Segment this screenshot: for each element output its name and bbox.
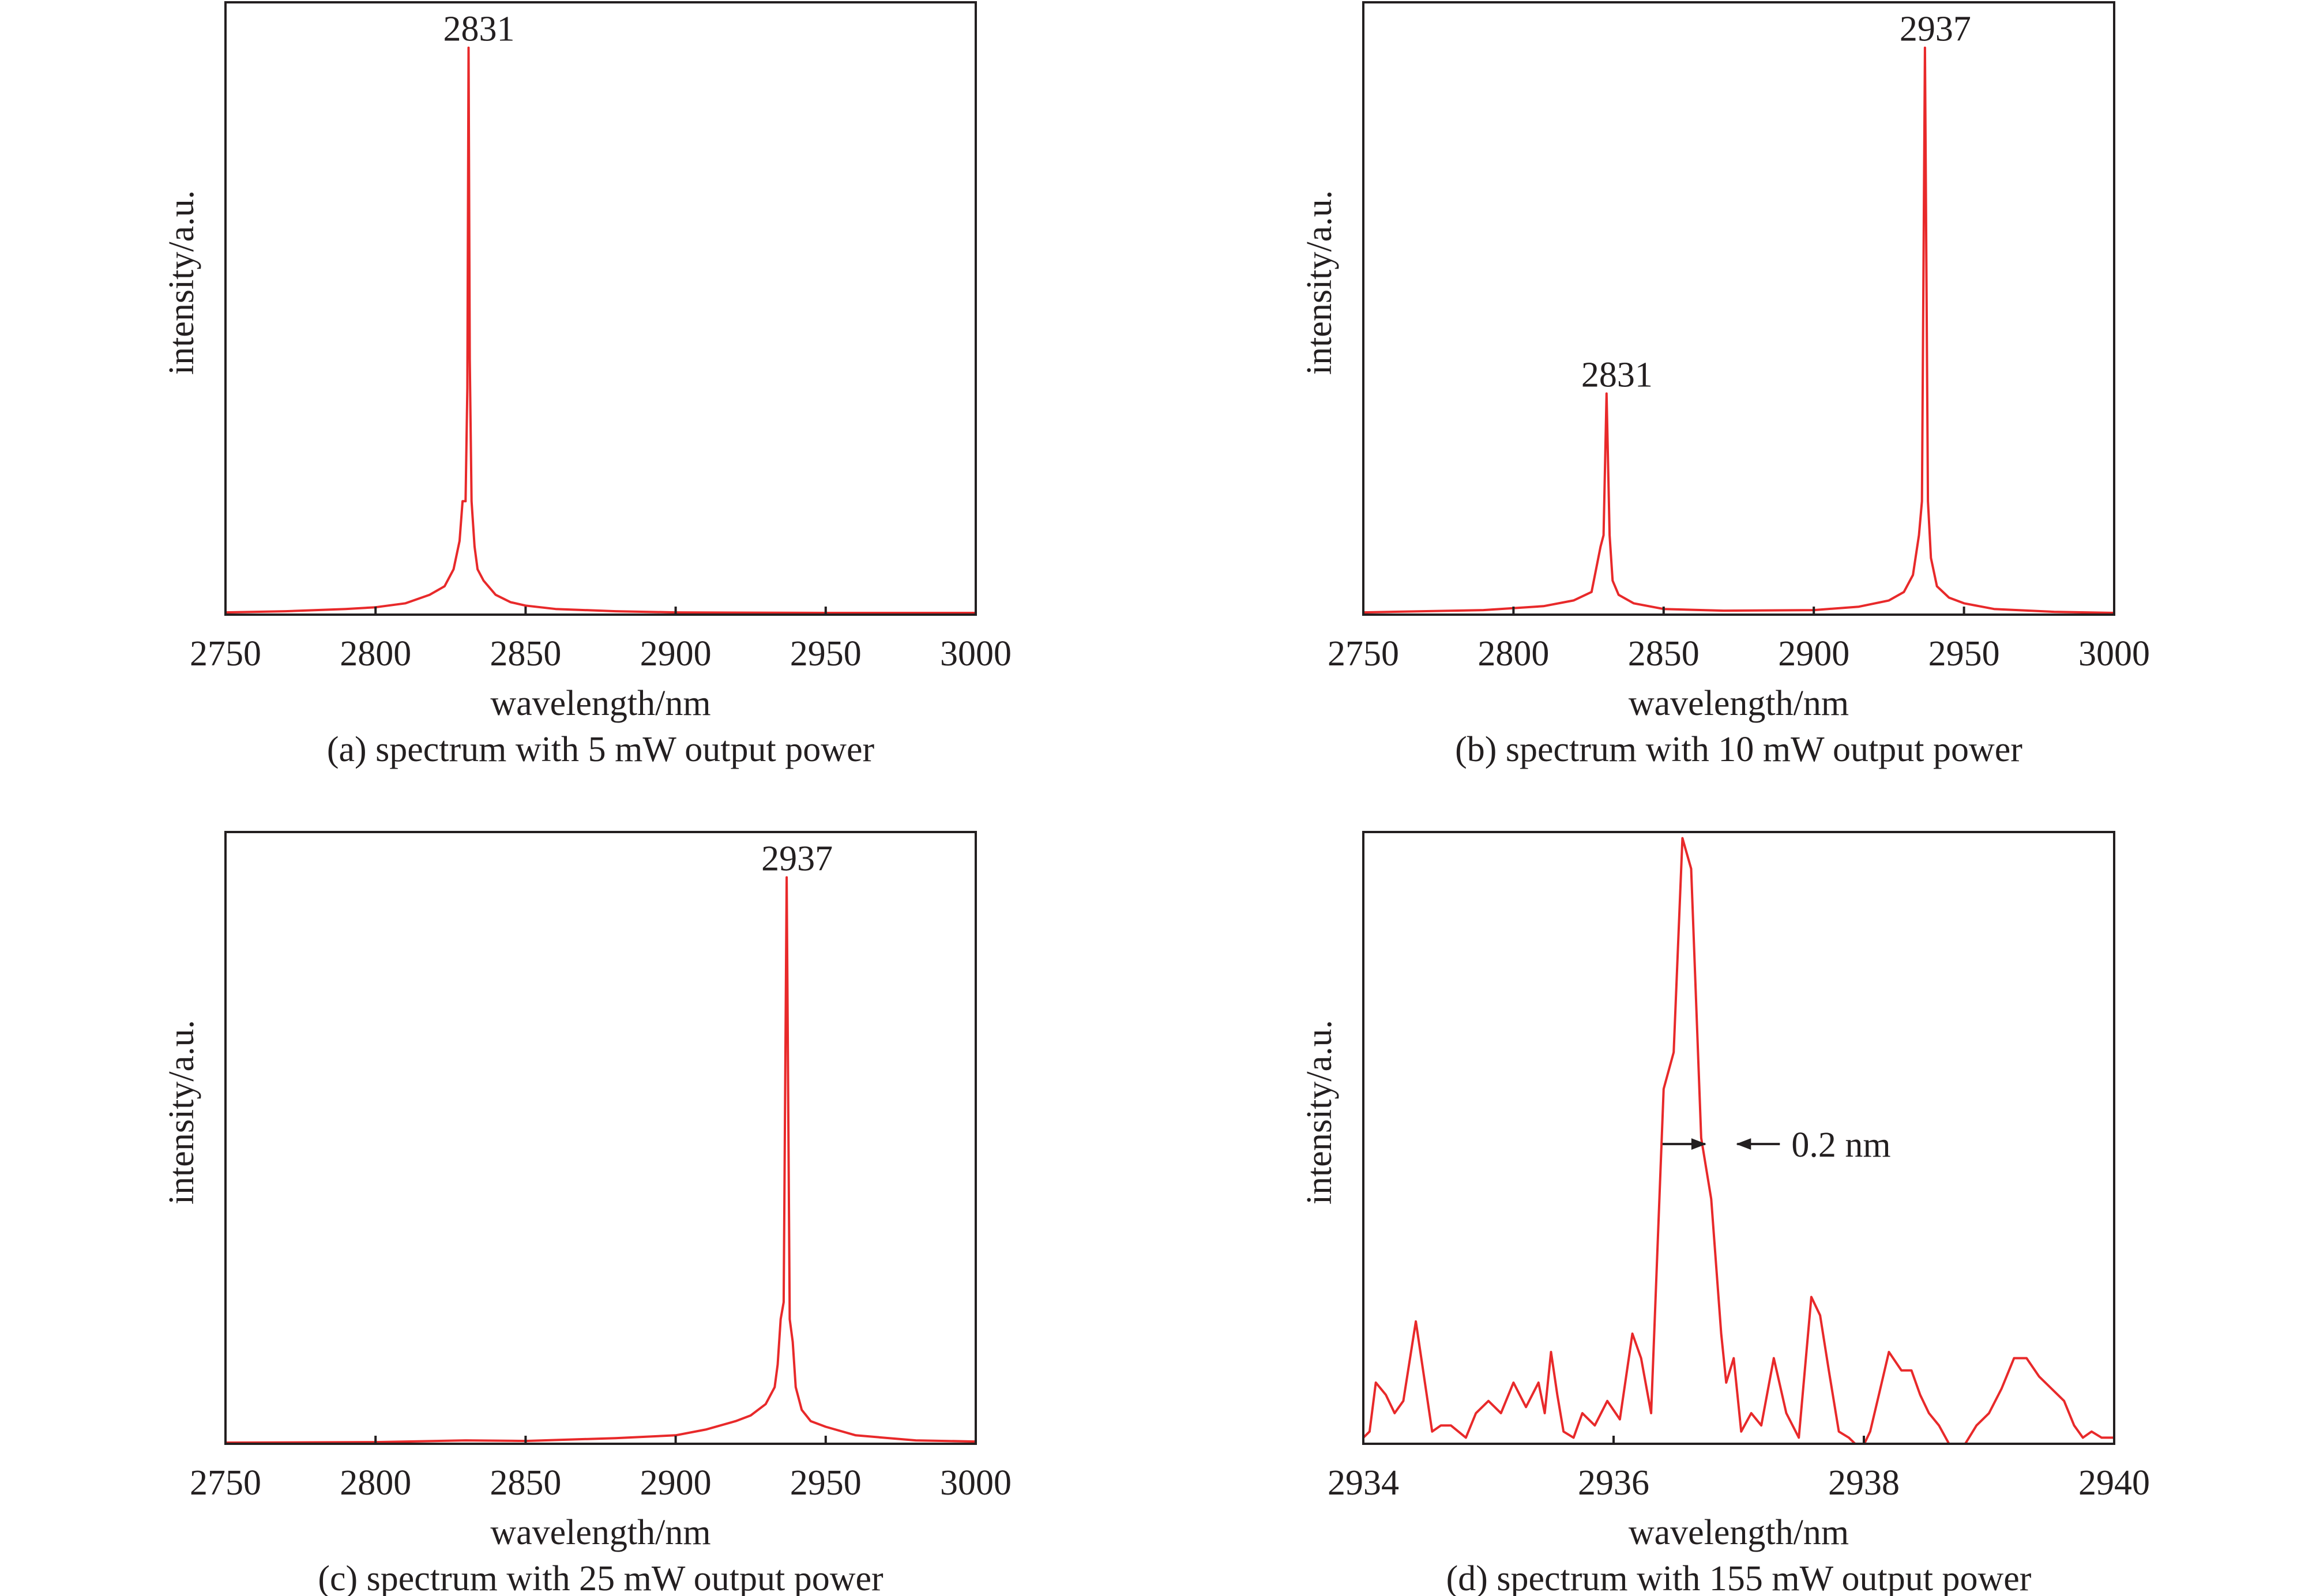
x-tick-label: 2900 <box>640 1463 712 1503</box>
peak-label: 2831 <box>1581 356 1653 395</box>
panel-caption: (b) spectrum with 10 mW output power <box>1455 730 2022 769</box>
series-line-a <box>225 46 976 614</box>
x-tick-label: 2800 <box>1477 634 1549 673</box>
x-tick-label: 2850 <box>490 634 561 673</box>
x-tick-label: 2750 <box>1328 634 1399 673</box>
peak-label: 2937 <box>761 840 833 879</box>
chart-panel-d: 2934 2936 2938 2940 wavelength/nm intensity/a… <box>1300 831 2150 1596</box>
series-line-b <box>1363 46 2114 614</box>
arrowhead <box>1691 1138 1706 1150</box>
plot-frame-a <box>224 1 977 616</box>
x-tick-label: 2750 <box>190 1463 261 1503</box>
x-tick-label: 3000 <box>940 1463 1012 1503</box>
chart-panel-c: 2750 2800 2850 2900 2950 3000 wavelength/nm int… <box>162 831 1012 1596</box>
plot-frame-b <box>1362 1 2115 616</box>
peak-label: 2937 <box>1900 10 1971 49</box>
panel-caption: (d) spectrum with 155 mW output power <box>1446 1559 2032 1596</box>
series-line-c <box>225 876 976 1444</box>
y-axis-label: intensity/a.u. <box>162 1020 201 1204</box>
x-axis-label: wavelength/nm <box>1629 684 1849 723</box>
chart-panel-b: 2750 2800 2850 2900 2950 3000 wavelength/nm int… <box>1300 1 2150 769</box>
x-tick-label: 2950 <box>790 634 862 673</box>
x-tick-label: 2936 <box>1578 1463 1649 1503</box>
x-tick-label: 2800 <box>340 1463 411 1503</box>
y-axis-label: intensity/a.u. <box>1300 190 1339 375</box>
plot-frame-d <box>1362 831 2115 1445</box>
panel-caption: (a) spectrum with 5 mW output power <box>327 730 875 769</box>
x-tick-label: 2900 <box>1778 634 1849 673</box>
peak-label: 2831 <box>443 10 515 49</box>
fwhm-annotation: 0.2 nm <box>1662 1126 1891 1165</box>
x-tick-label: 2938 <box>1828 1463 1900 1503</box>
x-tick-label: 2950 <box>790 1463 862 1503</box>
x-axis-label: wavelength/nm <box>490 1513 710 1552</box>
panels: 2750 2800 2850 2900 2950 3000 wavelength/nm int… <box>162 1 2150 1596</box>
x-tick-label: 2900 <box>640 634 712 673</box>
fwhm-label: 0.2 nm <box>1791 1126 1890 1165</box>
y-axis-label: intensity/a.u. <box>162 190 201 375</box>
x-tick-label: 2800 <box>340 634 411 673</box>
x-tick-label: 2934 <box>1328 1463 1399 1503</box>
x-tick-label: 2850 <box>490 1463 561 1503</box>
x-tick-label: 2850 <box>1628 634 1700 673</box>
x-axis-label: wavelength/nm <box>1629 1513 1849 1552</box>
panel-caption: (c) spectrum with 25 mW output power <box>318 1559 883 1596</box>
series-line-d <box>1363 837 2114 1444</box>
x-tick-label: 2750 <box>190 634 261 673</box>
x-tick-label: 3000 <box>940 634 1012 673</box>
plot-frame-c <box>224 831 977 1445</box>
x-tick-label: 2940 <box>2078 1463 2150 1503</box>
chart-panel-a: 2750 2800 2850 2900 2950 3000 wavelength/nm int… <box>162 1 1012 769</box>
x-axis-label: wavelength/nm <box>490 684 710 723</box>
y-axis-label: intensity/a.u. <box>1300 1020 1339 1204</box>
x-tick-label: 2950 <box>1928 634 2000 673</box>
arrowhead <box>1736 1138 1751 1150</box>
x-tick-label: 3000 <box>2078 634 2150 673</box>
